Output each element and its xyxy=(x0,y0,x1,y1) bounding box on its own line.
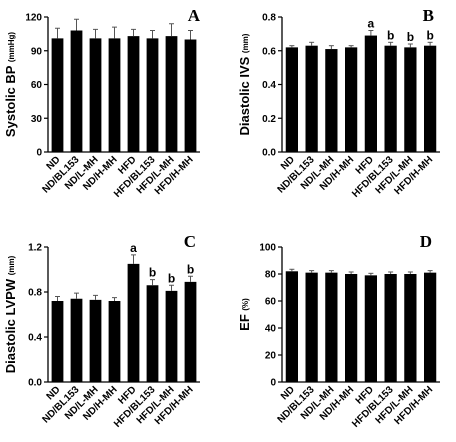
bar-hfd xyxy=(364,35,377,152)
bar-nd-l-mh xyxy=(325,49,338,152)
y-axis-title: Systolic BP (mmHg) xyxy=(3,32,18,137)
significance-label: b xyxy=(149,266,156,280)
bar-nd-bl153 xyxy=(305,45,318,152)
bar-nd xyxy=(51,301,64,382)
bar-hfd-bl153 xyxy=(146,285,159,382)
bar-hfd xyxy=(127,36,140,152)
y-tick-label: 40 xyxy=(265,324,277,335)
y-tick-label: 20 xyxy=(265,351,277,362)
y-axis-label: EF xyxy=(237,311,252,331)
bar-nd-h-mh xyxy=(108,301,121,382)
bar-hfd xyxy=(364,275,377,382)
y-tick-label: 30 xyxy=(31,114,43,125)
y-axis-title: Diastolic LVPW (mm) xyxy=(3,255,18,373)
panel-letter: D xyxy=(420,232,432,251)
significance-label: b xyxy=(407,30,414,44)
bar-hfd-h-mh xyxy=(184,39,197,152)
bar-hfd-l-mh xyxy=(165,290,178,382)
bar-hfd-bl153 xyxy=(384,274,397,382)
bar-nd-bl153 xyxy=(70,30,83,152)
y-axis-title: Diastolic IVS (mm) xyxy=(237,33,252,135)
bar-hfd-l-mh xyxy=(404,274,417,382)
bar-nd-l-mh xyxy=(89,299,102,382)
y-axis-unit: (mm) xyxy=(7,255,16,275)
bar-nd-l-mh xyxy=(325,272,338,382)
bar-hfd-l-mh xyxy=(404,47,417,152)
y-axis-label: Diastolic IVS xyxy=(237,53,252,135)
bar-hfd-l-mh xyxy=(165,36,178,152)
y-tick-label: 60 xyxy=(265,297,277,308)
significance-label: b xyxy=(168,271,175,285)
bar-hfd-h-mh xyxy=(424,45,437,152)
significance-label: b xyxy=(387,28,394,42)
bar-nd-h-mh xyxy=(108,38,121,152)
bar-nd-h-mh xyxy=(345,274,358,382)
bar-hfd-h-mh xyxy=(184,281,197,382)
bar-nd xyxy=(285,47,298,152)
y-axis-unit: (mm) xyxy=(241,33,250,53)
y-tick-label: 0.4 xyxy=(28,333,42,344)
bar-nd-l-mh xyxy=(89,38,102,152)
bar-nd-bl153 xyxy=(305,272,318,382)
significance-label: b xyxy=(426,28,433,42)
bar-nd-bl153 xyxy=(70,298,83,382)
y-tick-label: 100 xyxy=(259,243,276,254)
y-axis-label: Systolic BP xyxy=(3,62,18,137)
significance-label: a xyxy=(130,241,137,255)
bar-nd xyxy=(51,38,64,152)
y-tick-label: 1.2 xyxy=(28,243,42,254)
y-tick-label: 0.8 xyxy=(28,288,42,299)
y-axis-label: Diastolic LVPW xyxy=(3,275,18,373)
y-tick-label: 0 xyxy=(270,378,276,389)
y-tick-label: 0.6 xyxy=(262,46,276,57)
panel-letter: A xyxy=(188,6,201,25)
y-tick-label: 0 xyxy=(36,148,42,159)
bar-nd-h-mh xyxy=(345,47,358,152)
bar-hfd-bl153 xyxy=(146,38,159,152)
y-axis-unit: (%) xyxy=(241,298,250,311)
y-tick-label: 0.0 xyxy=(28,378,42,389)
y-axis-title: EF (%) xyxy=(237,298,252,331)
significance-label: a xyxy=(368,17,375,31)
y-axis-unit: (mmHg) xyxy=(7,32,16,63)
bar-hfd xyxy=(127,263,140,382)
y-tick-label: 0.2 xyxy=(262,114,276,125)
panel-letter: C xyxy=(184,232,196,251)
bar-nd xyxy=(285,271,298,382)
y-tick-label: 80 xyxy=(265,270,277,281)
y-tick-label: 0.0 xyxy=(262,148,276,159)
y-tick-label: 90 xyxy=(31,46,43,57)
panel-letter: B xyxy=(423,6,434,25)
bar-hfd-h-mh xyxy=(424,272,437,382)
y-tick-label: 0.4 xyxy=(262,80,276,91)
y-tick-label: 60 xyxy=(31,80,43,91)
y-tick-label: 120 xyxy=(25,13,42,24)
y-tick-label: 0.8 xyxy=(262,13,276,24)
bar-hfd-bl153 xyxy=(384,45,397,152)
significance-label: b xyxy=(187,262,194,276)
